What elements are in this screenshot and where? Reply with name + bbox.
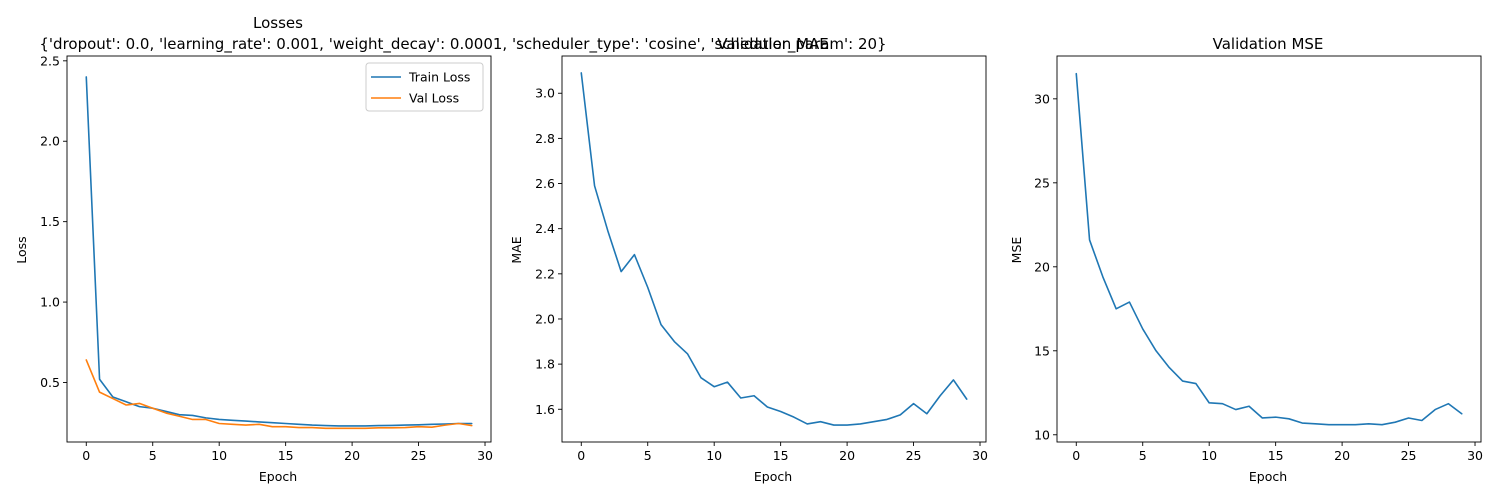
losses-xtick-label: 25 <box>411 448 427 463</box>
mse-ytick-label: 25 <box>1034 175 1050 190</box>
mae-xlabel: Epoch <box>754 469 792 484</box>
mse-xtick-label: 15 <box>1268 448 1284 463</box>
mae-xtick-label: 25 <box>906 448 922 463</box>
mse-series-0-line <box>1075 72 1463 426</box>
mae-xtick-label: 10 <box>706 448 722 463</box>
losses-ytick-label: 0.5 <box>40 375 60 390</box>
mse-xlabel: Epoch <box>1249 469 1287 484</box>
mse-axes-frame <box>1056 55 1482 443</box>
mse-ytick-label: 15 <box>1034 343 1050 358</box>
mae-plot-area: 0 5 10 15 20 25 30 1.6 1.8 2.0 2.2 2.4 2.6 2.8 3.0 <box>535 55 988 463</box>
figure-suptitle: {'dropout': 0.0, 'learning_rate': 0.001,… <box>39 35 886 54</box>
mse-xtick-label: 25 <box>1401 448 1417 463</box>
mse-xtick-label: 20 <box>1334 448 1350 463</box>
losses-title: Losses <box>253 14 303 32</box>
subplot-losses: Losses 0 5 10 15 20 25 30 0.5 1.0 1.5 2.0 2.5 Epoch… <box>14 14 493 484</box>
mse-ytick-label: 10 <box>1034 427 1050 442</box>
mae-title: Validation MAE <box>717 35 829 53</box>
mae-ytick-label: 2.6 <box>535 176 555 191</box>
losses-xtick-label: 10 <box>211 448 227 463</box>
mae-axes-frame <box>561 55 987 443</box>
mae-ytick-label: 2.8 <box>535 131 555 146</box>
mae-xtick-label: 30 <box>972 448 988 463</box>
losses-series-1-line <box>85 359 473 430</box>
mae-ylabel: MAE <box>509 236 524 263</box>
losses-ylabel: Loss <box>14 236 29 263</box>
mae-xtick-label: 15 <box>773 448 789 463</box>
losses-ytick-label: 1.5 <box>40 214 60 229</box>
mae-xtick-label: 0 <box>577 448 585 463</box>
losses-ytick-label: 2.0 <box>40 134 60 149</box>
mae-ytick-label: 2.0 <box>535 311 555 326</box>
mae-xtick-label: 20 <box>839 448 855 463</box>
mae-xtick-label: 5 <box>644 448 652 463</box>
mae-ytick-label: 1.8 <box>535 357 555 372</box>
subplot-mse: Validation MSE 0 5 10 15 20 25 30 10 15 20 25 30 Ep… <box>1009 35 1483 484</box>
losses-xlabel: Epoch <box>259 469 297 484</box>
mse-plot-area: 0 5 10 15 20 25 30 10 15 20 25 30 <box>1034 55 1483 463</box>
mse-xtick-label: 10 <box>1201 448 1217 463</box>
legend-frame <box>365 62 484 112</box>
losses-xtick-label: 5 <box>149 448 157 463</box>
mse-xtick-label: 0 <box>1072 448 1080 463</box>
losses-xtick-label: 30 <box>477 448 493 463</box>
losses-axes-frame <box>66 55 492 443</box>
subplot-mae: Validation MAE 0 5 10 15 20 25 30 1.6 1.8 2.0 2.2 2… <box>509 35 988 484</box>
losses-ytick-label: 1.0 <box>40 295 60 310</box>
mse-ylabel: MSE <box>1009 237 1024 264</box>
mse-title: Validation MSE <box>1213 35 1324 53</box>
mae-series-0-line <box>580 72 968 426</box>
losses-xtick-label: 15 <box>278 448 294 463</box>
mae-ytick-label: 1.6 <box>535 402 555 417</box>
legend-train-label: Train Loss <box>408 70 470 85</box>
mse-xtick-label: 30 <box>1467 448 1483 463</box>
losses-legend: Train Loss Val Loss <box>365 62 484 112</box>
mae-ytick-label: 3.0 <box>535 86 555 101</box>
losses-xtick-label: 20 <box>344 448 360 463</box>
mse-ytick-label: 20 <box>1034 259 1050 274</box>
mae-ytick-label: 2.2 <box>535 266 555 281</box>
mse-xtick-label: 5 <box>1139 448 1147 463</box>
mae-ytick-label: 2.4 <box>535 221 555 236</box>
losses-ytick-label: 2.5 <box>40 53 60 68</box>
losses-plot-area: 0 5 10 15 20 25 30 0.5 1.0 1.5 2.0 2.5 <box>40 53 493 463</box>
legend-val-label: Val Loss <box>409 91 459 106</box>
losses-xtick-label: 0 <box>82 448 90 463</box>
losses-series-0-line <box>85 76 473 427</box>
mse-ytick-label: 30 <box>1034 91 1050 106</box>
